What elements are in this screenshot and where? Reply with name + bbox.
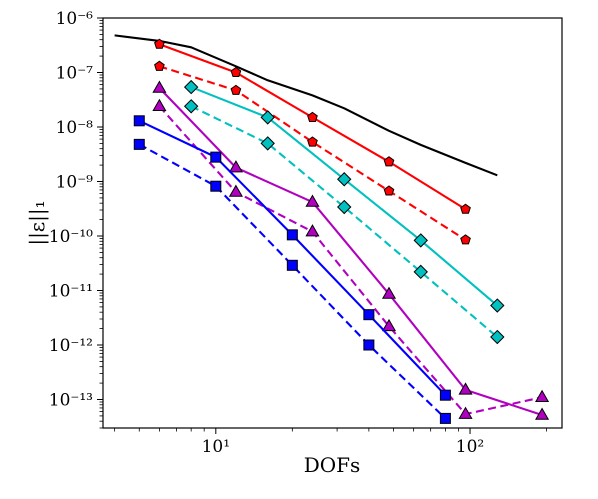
series-5-point-2 [305, 194, 320, 207]
series-4-point-3 [413, 264, 428, 280]
series-3-point-4 [490, 298, 505, 313]
y-tick-label-7: 10⁻¹³ [49, 391, 93, 411]
series-8-point-2 [286, 259, 298, 271]
series-4-point-2 [337, 199, 352, 215]
series-5-line [158, 87, 543, 416]
series-1-point-4 [460, 203, 471, 214]
series-1-point-3 [383, 156, 395, 167]
x-tick-label-0: 10¹ [202, 437, 230, 457]
series-0-line [114, 34, 498, 177]
axis-ticks: 10¹ 10² 10⁻⁶ 10⁻⁷ 10⁻⁸ 10⁻⁹ 10⁻¹⁰ 10⁻¹¹ 10⁻¹² 10⁻… [49, 9, 547, 457]
series-1-point-0 [154, 38, 165, 49]
plot-frame [102, 17, 563, 429]
x-tick-label-1: 10² [456, 437, 484, 457]
series-7-point-0 [133, 115, 145, 127]
series-7-point-1 [210, 151, 222, 163]
y-tick-label-4: 10⁻¹⁰ [49, 227, 93, 247]
series-6-point-0 [152, 98, 167, 112]
y-tick-label-3: 10⁻⁹ [56, 173, 94, 193]
series-7-point-2 [286, 229, 298, 241]
series-3-point-1 [260, 110, 275, 125]
series-5-point-5 [535, 407, 550, 420]
series-1-point-1 [230, 66, 242, 78]
y-axis-title: ||ε||₁ [25, 200, 50, 245]
y-tick-label-6: 10⁻¹² [49, 336, 93, 356]
series-2-line [159, 65, 467, 241]
x-axis-title: DOFs [304, 453, 361, 477]
series-6-point-2 [305, 224, 320, 237]
series-2-point-1 [230, 84, 242, 95]
series-8-point-1 [210, 180, 222, 192]
series-2-point-3 [383, 185, 395, 196]
series-8-point-3 [363, 339, 375, 351]
series-8-point-4 [439, 412, 451, 424]
series-6-line [158, 105, 543, 416]
series-6-point-5 [535, 389, 550, 402]
series-4-point-1 [260, 136, 275, 151]
y-tick-label-5: 10⁻¹¹ [49, 282, 93, 302]
plot-marks [114, 34, 550, 424]
series-6-point-1 [228, 184, 243, 197]
series-5-point-0 [152, 80, 167, 93]
y-tick-label-0: 10⁻⁶ [56, 9, 94, 29]
series-4-line [190, 105, 498, 338]
series-1-point-2 [307, 111, 318, 122]
series-6-point-4 [458, 406, 473, 419]
series-3-point-0 [183, 79, 199, 95]
series-7-point-4 [439, 389, 451, 401]
series-5-point-3 [381, 286, 397, 299]
series-6-point-3 [381, 318, 397, 332]
series-8-point-0 [133, 138, 145, 150]
series-8-line [138, 143, 447, 420]
series-4-point-0 [183, 99, 199, 114]
series-3-point-2 [337, 172, 352, 187]
series-2-point-0 [154, 60, 165, 71]
y-tick-label-2: 10⁻⁸ [56, 118, 94, 138]
y-tick-label-1: 10⁻⁷ [56, 64, 94, 84]
series-2-point-2 [307, 136, 318, 147]
series-4-point-4 [490, 329, 505, 345]
series-5-point-1 [228, 160, 243, 173]
series-3-point-3 [413, 233, 428, 248]
series-7-point-3 [363, 309, 375, 321]
series-2-point-4 [460, 234, 471, 245]
series-5-point-4 [458, 382, 473, 395]
